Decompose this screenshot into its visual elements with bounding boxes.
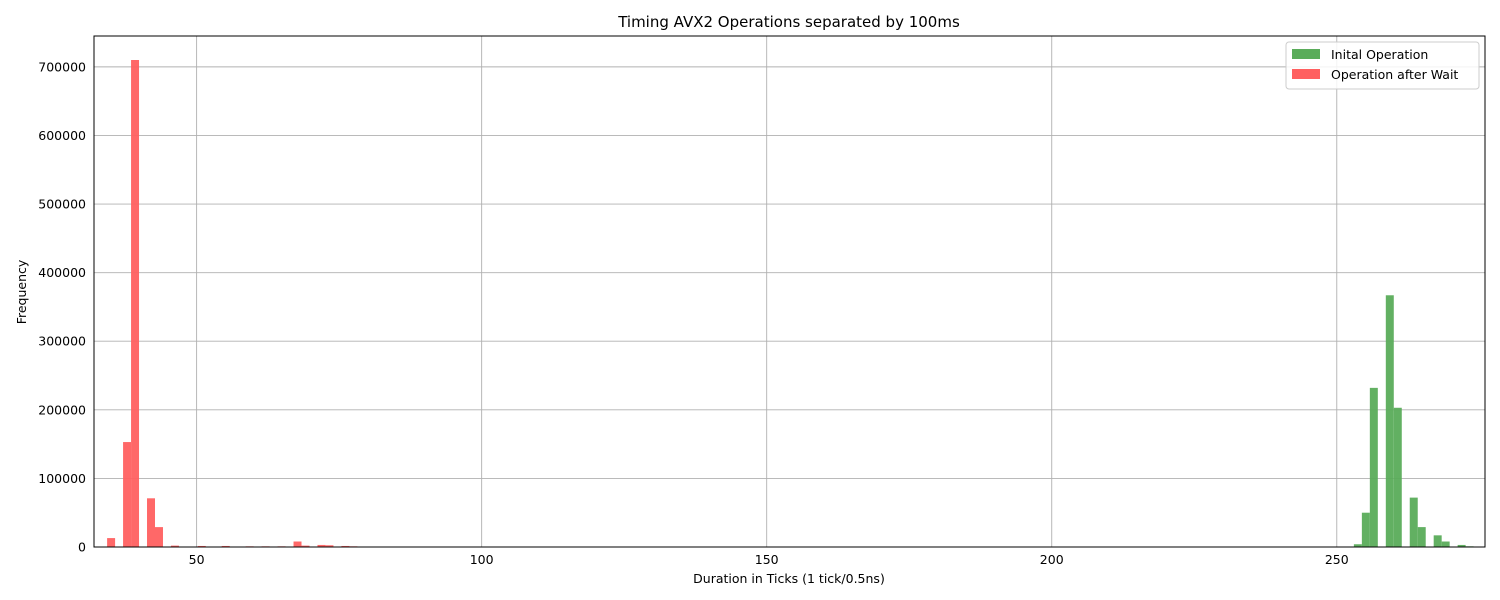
x-axis-ticks: 50 100 150 200 250: [189, 552, 1349, 567]
x-tick-label: 250: [1325, 552, 1349, 567]
y-tick-label: 100000: [38, 471, 86, 486]
histogram-bar-initial: [1361, 512, 1370, 547]
legend-label: Operation after Wait: [1331, 67, 1458, 82]
histogram-bar-after-wait: [221, 545, 230, 547]
histogram-bar-after-wait: [197, 545, 206, 547]
histogram-bar-after-wait: [123, 442, 132, 547]
legend-swatch: [1292, 69, 1320, 79]
legend-label: Inital Operation: [1331, 47, 1428, 62]
histogram-bar-initial: [1353, 544, 1362, 547]
histogram-bar-initial: [1457, 544, 1466, 547]
plot-frame: [93, 35, 1486, 548]
y-tick-label: 400000: [38, 265, 86, 280]
histogram-bar-after-wait: [341, 545, 350, 547]
y-tick-label: 600000: [38, 128, 86, 143]
legend-swatch: [1292, 49, 1320, 59]
legend: Inital Operation Operation after Wait: [1285, 41, 1480, 90]
legend-box: [1285, 41, 1480, 90]
histogram-bar-initial: [1393, 407, 1402, 547]
y-tick-label: 200000: [38, 402, 86, 417]
x-tick-label: 50: [189, 552, 205, 567]
bars: [107, 60, 1474, 547]
histogram-bar-after-wait: [301, 545, 310, 547]
x-tick-label: 200: [1040, 552, 1064, 567]
histogram-bar-after-wait: [154, 527, 163, 547]
histogram-bar-initial: [1417, 527, 1426, 547]
histogram-bar-after-wait: [147, 498, 155, 547]
histogram-bar-after-wait: [131, 60, 140, 547]
chart-title: Timing AVX2 Operations separated by 100m…: [617, 13, 960, 31]
histogram-bar-after-wait: [293, 541, 302, 547]
x-axis-label: Duration in Ticks (1 tick/0.5ns): [693, 571, 885, 586]
y-tick-label: 300000: [38, 334, 86, 349]
histogram-bar-initial: [1433, 535, 1442, 547]
y-tick-label: 700000: [38, 59, 86, 74]
histogram-bar-after-wait: [317, 544, 326, 547]
grid: [94, 36, 1485, 548]
histogram-bar-initial: [1409, 497, 1418, 547]
x-tick-label: 150: [755, 552, 779, 567]
histogram-bar-initial: [1369, 387, 1378, 547]
histogram-bar-after-wait: [107, 538, 116, 547]
y-tick-label: 0: [78, 540, 86, 555]
y-axis-label: Frequency: [14, 259, 29, 324]
y-tick-label: 500000: [38, 197, 86, 212]
histogram-bar-initial: [1441, 541, 1450, 547]
y-axis-ticks: 0 100000 200000 300000 400000 500000 600000 700…: [38, 59, 86, 554]
histogram-bar-after-wait: [170, 545, 179, 547]
histogram-bar-after-wait: [325, 545, 334, 547]
histogram-bar-initial: [1385, 295, 1394, 547]
x-tick-label: 100: [470, 552, 494, 567]
